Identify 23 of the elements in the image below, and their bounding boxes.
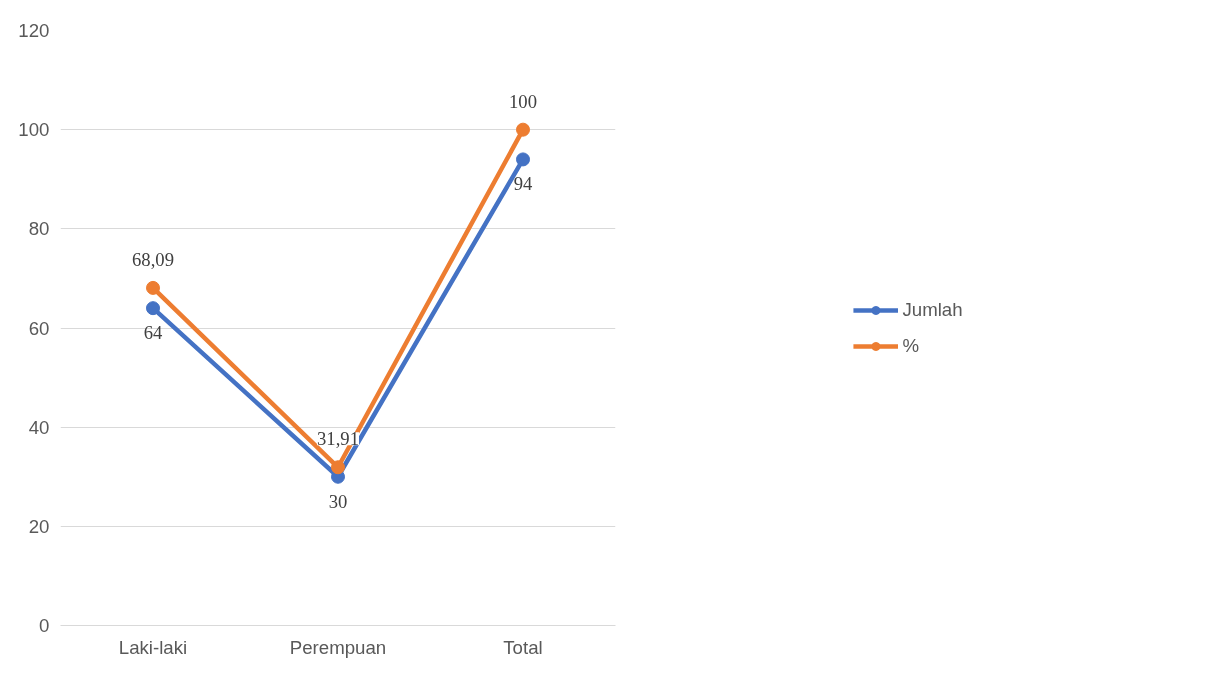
- point: [516, 152, 530, 167]
- y-tick-label: 120: [18, 20, 50, 41]
- data-label: 68,09: [132, 248, 174, 270]
- legend-label: %: [902, 334, 920, 357]
- x-tick-label: Laki-laki: [118, 636, 188, 658]
- point: [516, 122, 530, 137]
- data-label: 64: [143, 322, 163, 344]
- y-tick-label: 60: [28, 317, 50, 339]
- data-label: 30: [328, 490, 348, 512]
- y-tick-label: 80: [28, 218, 50, 240]
- point: [146, 280, 160, 295]
- legend-label: Jumlah: [902, 298, 963, 321]
- y-tick-label: 100: [18, 119, 50, 141]
- x-tick-label: Total: [503, 636, 543, 658]
- y-tick-label: 40: [28, 416, 50, 438]
- data-label: 100: [509, 90, 537, 112]
- data-label: 94: [513, 173, 533, 195]
- point: [146, 301, 160, 316]
- point: [331, 460, 345, 475]
- y-tick-label: 20: [28, 515, 50, 537]
- x-tick-label: Perempuan: [289, 636, 387, 658]
- y-tick-label: 0: [39, 615, 50, 636]
- data-label: 31,91: [317, 428, 359, 450]
